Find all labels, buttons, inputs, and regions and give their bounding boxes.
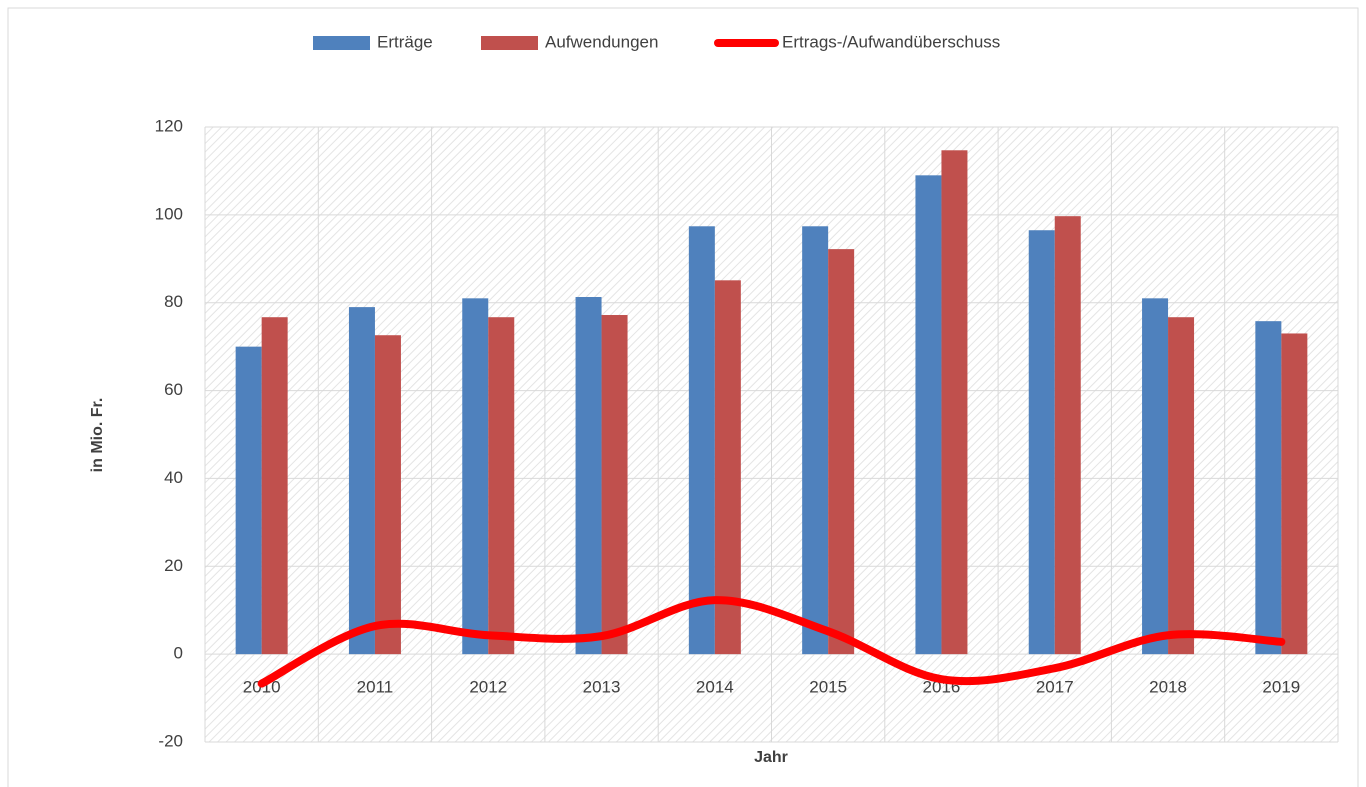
legend-label: Ertrags-/Aufwandüberschuss bbox=[782, 32, 1000, 51]
bar bbox=[915, 175, 942, 655]
legend-swatch bbox=[313, 36, 370, 50]
bar bbox=[1054, 216, 1081, 655]
legend-label: Erträge bbox=[377, 32, 433, 51]
y-tick-label: 40 bbox=[164, 468, 183, 487]
bar bbox=[828, 249, 855, 655]
bar bbox=[374, 335, 401, 655]
line-series bbox=[257, 596, 1286, 688]
bar bbox=[688, 226, 715, 655]
bar bbox=[714, 280, 741, 655]
bar bbox=[488, 317, 515, 655]
bar bbox=[1255, 321, 1282, 655]
y-tick-label: 120 bbox=[155, 116, 183, 135]
bar bbox=[235, 346, 262, 655]
x-tick-label: 2019 bbox=[1262, 677, 1300, 696]
legend-swatch bbox=[481, 36, 538, 50]
bar bbox=[802, 226, 829, 655]
bar bbox=[348, 307, 375, 655]
bar bbox=[1028, 230, 1055, 655]
bar bbox=[575, 297, 602, 655]
x-tick-label: 2017 bbox=[1036, 677, 1074, 696]
bar bbox=[601, 315, 628, 655]
x-tick-label: 2011 bbox=[357, 677, 394, 696]
bar bbox=[462, 298, 489, 655]
y-axis-label: in Mio. Fr. bbox=[89, 398, 106, 473]
bar bbox=[1281, 333, 1308, 655]
y-tick-label: 60 bbox=[164, 380, 183, 399]
bar bbox=[1168, 317, 1195, 655]
bar bbox=[941, 150, 968, 655]
y-tick-label: 80 bbox=[164, 292, 183, 311]
y-tick-label: -20 bbox=[158, 731, 183, 750]
x-tick-label: 2015 bbox=[809, 677, 847, 696]
legend-label: Aufwendungen bbox=[545, 32, 658, 51]
x-tick-label: 2012 bbox=[469, 677, 507, 696]
bar bbox=[261, 317, 288, 655]
x-tick-label: 2013 bbox=[583, 677, 621, 696]
x-axis-label: Jahr bbox=[754, 749, 788, 766]
bar bbox=[1142, 298, 1169, 655]
y-tick-label: 0 bbox=[174, 644, 183, 663]
y-tick-label: 100 bbox=[155, 204, 183, 223]
x-tick-label: 2018 bbox=[1149, 677, 1187, 696]
x-tick-label: 2014 bbox=[696, 677, 734, 696]
y-tick-label: 20 bbox=[164, 556, 183, 575]
